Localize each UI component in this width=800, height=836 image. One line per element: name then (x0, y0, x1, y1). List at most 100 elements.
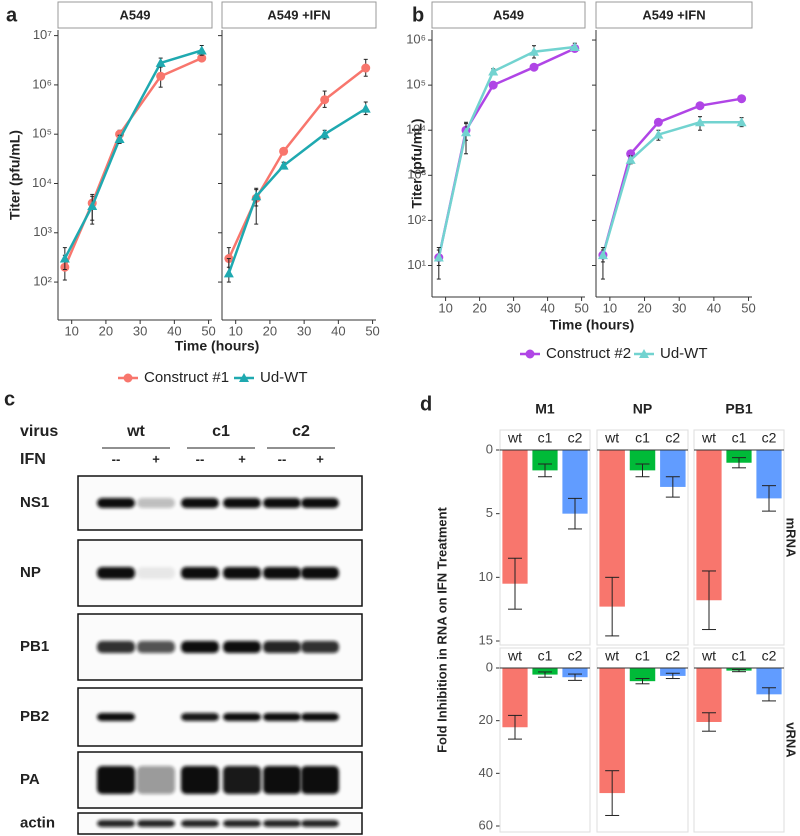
category-label: wt (507, 430, 522, 446)
row-title: vRNA (784, 722, 799, 758)
bar (629, 450, 656, 471)
bar (532, 450, 558, 471)
category-label: c1 (538, 648, 553, 664)
column-title: NP (633, 401, 652, 417)
point (123, 373, 133, 383)
treatment-label: -- (196, 451, 205, 466)
point (488, 66, 499, 76)
category-label: wt (604, 648, 619, 664)
band (97, 820, 135, 827)
facet-frame (596, 647, 689, 833)
y-axis-title: Fold Inhibition in RNA on IFN Treatment (434, 506, 449, 752)
x-tick-label: 40 (167, 323, 181, 338)
bar (562, 668, 588, 678)
group-label: wt (126, 423, 145, 440)
point (239, 373, 249, 382)
x-tick-label: 10 (603, 300, 617, 315)
category-label: c2 (762, 648, 777, 664)
category-label: c1 (732, 430, 747, 446)
row-header: IFN (20, 451, 46, 468)
legend-label: Construct #1 (144, 369, 229, 386)
category-label: wt (604, 430, 619, 446)
category-label: c1 (538, 430, 553, 446)
category-label: c1 (732, 648, 747, 664)
point (488, 80, 498, 90)
panel-label: d (420, 393, 432, 415)
y-tick-label: 0 (486, 441, 493, 456)
y-tick-label: 5 (486, 505, 493, 520)
y-tick-label: 10⁶ (32, 76, 52, 91)
point (625, 154, 636, 164)
point (114, 133, 125, 143)
category-label: c1 (635, 430, 650, 446)
blot-frame (77, 812, 363, 835)
band (263, 567, 301, 579)
category-label: wt (507, 648, 522, 664)
x-tick-label: 50 (201, 323, 215, 338)
band (263, 713, 301, 721)
x-tick-label: 30 (672, 300, 686, 315)
category-label: wt (701, 648, 716, 664)
protein-label: PB1 (20, 638, 49, 655)
band (97, 567, 135, 579)
band (301, 820, 339, 827)
y-tick-label: 10⁵ (32, 126, 52, 141)
band (137, 567, 175, 579)
bar (629, 668, 656, 682)
panel-label: b (412, 4, 424, 26)
treatment-label: -- (112, 451, 121, 466)
category-label: c1 (635, 648, 650, 664)
panel-label: c (4, 388, 15, 410)
series-line (437, 47, 576, 258)
x-tick-label: 40 (540, 300, 554, 315)
point (736, 117, 747, 127)
point (87, 200, 98, 210)
legend-label: Ud-WT (660, 345, 708, 362)
band (181, 567, 219, 579)
x-tick-label: 50 (574, 300, 588, 315)
point (251, 191, 262, 201)
band (181, 641, 219, 653)
band (223, 766, 261, 794)
x-tick-label: 30 (297, 323, 311, 338)
y-tick-label: 10² (407, 212, 426, 227)
band (223, 820, 261, 827)
band (301, 766, 339, 794)
column-title: PB1 (725, 401, 752, 417)
x-tick-label: 50 (741, 300, 755, 315)
x-tick-label: 50 (365, 323, 379, 338)
group-label: c1 (212, 423, 230, 440)
protein-label: actin (20, 814, 55, 831)
facet-frame (499, 647, 591, 833)
band (181, 713, 219, 721)
band (97, 713, 135, 721)
y-tick-label: 40 (479, 765, 493, 780)
y-tick-label: 10⁴ (406, 122, 426, 137)
treatment-label: + (152, 451, 160, 466)
facet-frame (499, 429, 591, 646)
row-header: virus (20, 423, 58, 440)
band (181, 498, 219, 508)
x-tick-label: 20 (99, 323, 113, 338)
y-tick-label: 10⁵ (406, 77, 426, 92)
band (301, 641, 339, 653)
point (569, 42, 580, 52)
point (737, 94, 747, 104)
y-tick-label: 60 (479, 817, 493, 832)
point (319, 129, 330, 139)
band (137, 766, 175, 794)
y-tick-label: 10¹ (407, 257, 426, 272)
point (597, 250, 608, 260)
band (97, 766, 135, 794)
point (695, 101, 705, 111)
category-label: c2 (568, 648, 583, 664)
point (278, 160, 289, 170)
row-title: mRNA (784, 518, 799, 558)
x-tick-label: 20 (637, 300, 651, 315)
band (137, 641, 175, 653)
x-axis-title: Time (hours) (175, 338, 260, 354)
facet-title: A549 +IFN (267, 7, 330, 22)
point (529, 62, 539, 72)
legend-label: Ud-WT (260, 369, 308, 386)
